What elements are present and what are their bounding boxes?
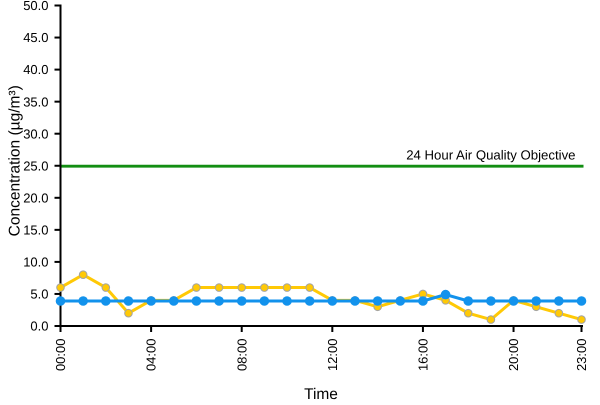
svg-text:40.0: 40.0 <box>23 62 48 77</box>
svg-text:0.0: 0.0 <box>30 319 48 334</box>
svg-text:30.0: 30.0 <box>23 126 48 141</box>
svg-text:12:00: 12:00 <box>325 339 340 372</box>
svg-text:Concentration (µg/m³): Concentration (µg/m³) <box>7 85 24 236</box>
svg-text:04:00: 04:00 <box>144 339 159 372</box>
svg-text:23:00: 23:00 <box>574 339 589 372</box>
svg-text:10.0: 10.0 <box>23 255 48 270</box>
svg-text:25.0: 25.0 <box>23 158 48 173</box>
svg-text:16:00: 16:00 <box>416 339 431 372</box>
svg-text:08:00: 08:00 <box>234 339 249 372</box>
svg-text:15.0: 15.0 <box>23 222 48 237</box>
svg-text:20.0: 20.0 <box>23 190 48 205</box>
svg-text:24 Hour Air Quality Objective: 24 Hour Air Quality Objective <box>406 147 575 162</box>
svg-text:35.0: 35.0 <box>23 94 48 109</box>
svg-text:20:00: 20:00 <box>506 339 521 372</box>
svg-text:Time: Time <box>304 386 338 400</box>
svg-text:00:00: 00:00 <box>53 339 68 372</box>
svg-text:50.0: 50.0 <box>23 0 48 13</box>
svg-text:45.0: 45.0 <box>23 30 48 45</box>
svg-text:5.0: 5.0 <box>30 287 48 302</box>
